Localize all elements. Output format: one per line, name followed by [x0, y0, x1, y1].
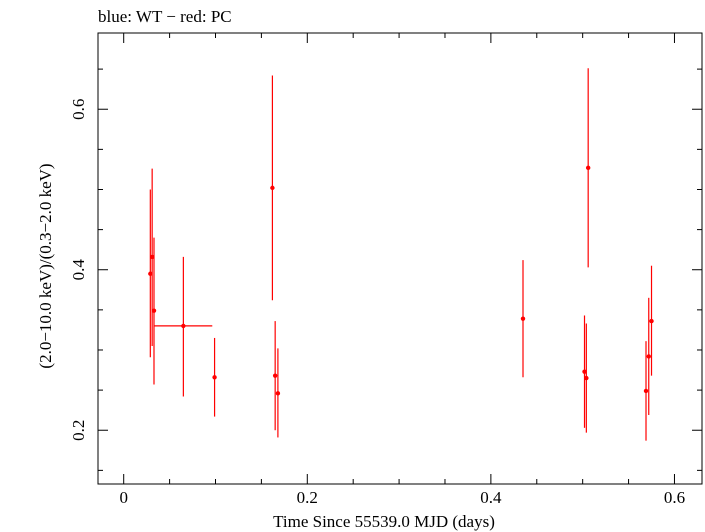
- chart-title: blue: WT − red: PC: [98, 7, 232, 26]
- point-marker: [643, 388, 649, 394]
- y-tick-label: 0.2: [69, 420, 88, 441]
- x-tick-label: 0: [119, 488, 128, 507]
- y-tick-label: 0.6: [69, 99, 88, 120]
- data-point: [148, 189, 153, 358]
- y-tick-label: 0.4: [69, 259, 88, 281]
- data-point: [149, 168, 155, 346]
- point-marker: [584, 375, 589, 381]
- data-point: [649, 265, 654, 376]
- data-point: [151, 237, 157, 385]
- data-point: [272, 321, 278, 431]
- point-marker: [649, 318, 654, 324]
- x-axis-label: Time Since 55539.0 MJD (days): [273, 512, 495, 531]
- data-point: [582, 315, 587, 428]
- point-marker: [582, 369, 587, 374]
- axis-tick-labels: 0 0.2 0.4 0.6 0.2 0.4 0.6: [69, 99, 685, 507]
- point-marker: [181, 323, 186, 329]
- data-point: [275, 348, 281, 438]
- data-point: [212, 337, 217, 417]
- data-point: [584, 323, 589, 433]
- point-marker: [151, 308, 157, 313]
- point-marker: [272, 373, 278, 378]
- x-tick-label: 0.6: [664, 488, 685, 507]
- point-marker: [275, 391, 281, 396]
- axis-ticks: [98, 33, 702, 484]
- data-point: [520, 260, 526, 378]
- point-marker: [520, 316, 526, 321]
- point-marker: [270, 185, 275, 191]
- point-marker: [149, 254, 155, 260]
- data-point: [646, 297, 651, 415]
- point-marker: [212, 375, 217, 380]
- x-tick-label: 0.4: [480, 488, 502, 507]
- point-marker: [585, 165, 591, 171]
- x-tick-label: 0.2: [297, 488, 318, 507]
- point-marker: [646, 354, 651, 359]
- point-marker: [148, 271, 153, 276]
- data-points: [148, 68, 654, 441]
- plot-frame: [97, 32, 703, 485]
- data-point: [154, 256, 213, 397]
- data-point: [585, 68, 591, 268]
- data-point: [643, 341, 649, 441]
- y-axis-label: (2.0−10.0 keV)/(0.3−2.0 keV): [36, 163, 55, 368]
- data-point: [270, 75, 275, 301]
